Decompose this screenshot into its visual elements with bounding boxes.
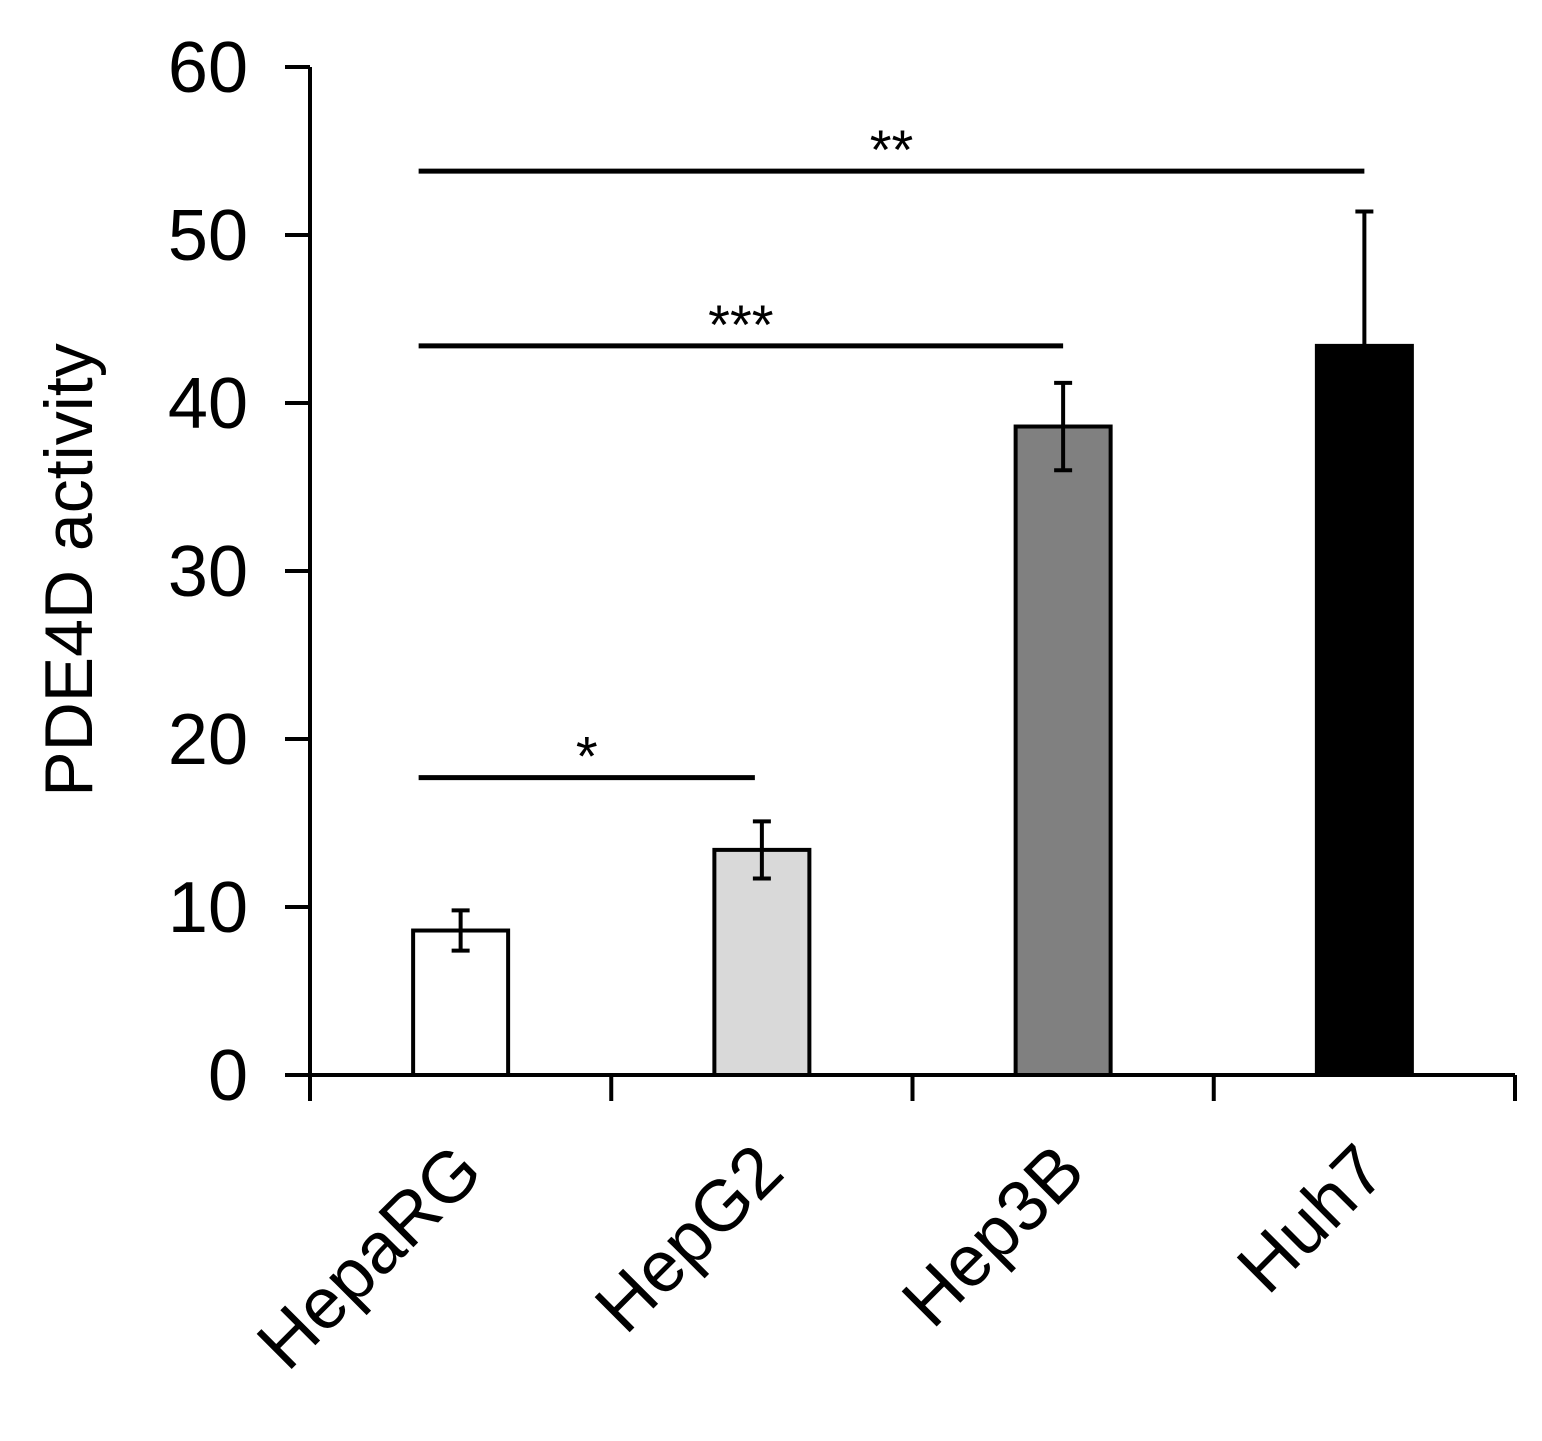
y-tick-label: 30 xyxy=(168,532,248,612)
y-tick-label: 50 xyxy=(168,196,248,276)
x-tick-label: HepG2 xyxy=(580,1130,798,1348)
x-tick-label: Hep3B xyxy=(887,1130,1099,1342)
y-tick-label: 10 xyxy=(168,868,248,948)
x-tick-label: Huh7 xyxy=(1222,1130,1400,1308)
y-tick-label: 60 xyxy=(168,28,248,108)
bar xyxy=(411,928,511,1078)
y-axis-label: PDE4D activity xyxy=(31,343,107,796)
x-tick-label: HepaRG xyxy=(242,1130,497,1385)
y-tick-label: 20 xyxy=(168,700,248,780)
y-tick-label: 40 xyxy=(168,364,248,444)
bar xyxy=(712,847,812,1077)
significance-label: *** xyxy=(708,293,773,356)
significance-label: * xyxy=(576,725,598,788)
bar xyxy=(1013,424,1113,1077)
significance-label: ** xyxy=(870,118,914,181)
y-tick-label: 0 xyxy=(208,1036,248,1116)
